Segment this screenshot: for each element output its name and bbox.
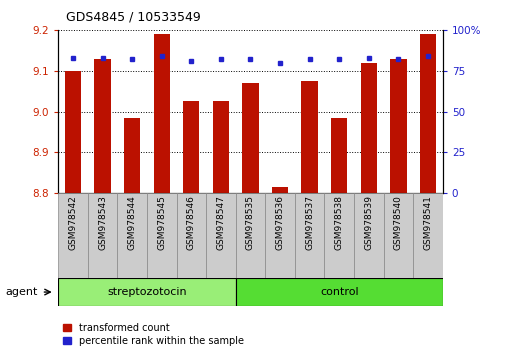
Text: GSM978536: GSM978536 — [275, 195, 284, 251]
Bar — [146, 193, 176, 278]
Text: GDS4845 / 10533549: GDS4845 / 10533549 — [66, 11, 200, 24]
Bar — [383, 193, 413, 278]
Bar — [271, 187, 288, 193]
Bar — [360, 63, 376, 193]
Bar — [354, 193, 383, 278]
Text: GSM978546: GSM978546 — [186, 195, 195, 250]
Bar — [87, 193, 117, 278]
Bar — [265, 193, 294, 278]
Bar — [242, 83, 258, 193]
Text: agent: agent — [5, 287, 37, 297]
Bar — [389, 58, 406, 193]
Text: GSM978542: GSM978542 — [68, 195, 77, 250]
Bar — [154, 34, 170, 193]
Bar — [235, 278, 442, 306]
Bar — [419, 34, 435, 193]
Bar — [301, 81, 317, 193]
Bar — [294, 193, 324, 278]
Bar — [206, 193, 235, 278]
Bar — [413, 193, 442, 278]
Text: GSM978545: GSM978545 — [157, 195, 166, 250]
Text: GSM978547: GSM978547 — [216, 195, 225, 250]
Bar — [176, 193, 206, 278]
Bar — [58, 278, 235, 306]
Text: GSM978537: GSM978537 — [305, 195, 314, 251]
Text: streptozotocin: streptozotocin — [107, 287, 186, 297]
Bar — [212, 101, 229, 193]
Bar — [65, 71, 81, 193]
Bar — [117, 193, 146, 278]
Bar — [183, 101, 199, 193]
Bar — [94, 58, 111, 193]
Text: GSM978544: GSM978544 — [127, 195, 136, 250]
Text: GSM978543: GSM978543 — [98, 195, 107, 250]
Legend: transformed count, percentile rank within the sample: transformed count, percentile rank withi… — [63, 323, 243, 346]
Bar — [235, 193, 265, 278]
Text: GSM978541: GSM978541 — [423, 195, 432, 250]
Text: control: control — [319, 287, 358, 297]
Bar — [124, 118, 140, 193]
Text: GSM978539: GSM978539 — [364, 195, 373, 251]
Text: GSM978540: GSM978540 — [393, 195, 402, 250]
Text: GSM978535: GSM978535 — [245, 195, 255, 251]
Bar — [324, 193, 353, 278]
Bar — [58, 193, 87, 278]
Text: GSM978538: GSM978538 — [334, 195, 343, 251]
Bar — [330, 118, 346, 193]
